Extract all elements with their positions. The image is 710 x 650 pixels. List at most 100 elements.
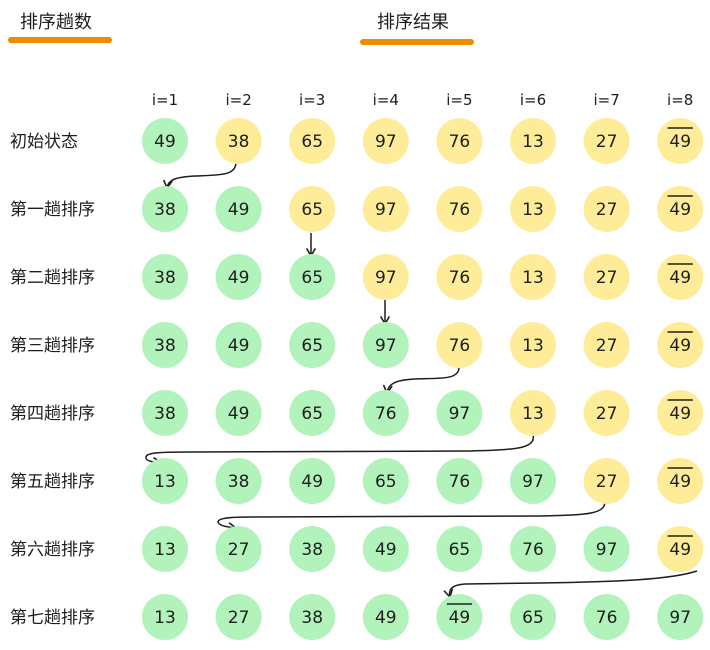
node-value: 76 <box>449 268 471 288</box>
node-value: 76 <box>449 200 471 220</box>
column-label: i=4 <box>373 91 399 109</box>
node-value: 49 <box>669 268 691 288</box>
value-node <box>142 254 188 300</box>
value-node <box>142 458 188 504</box>
node-value: 13 <box>154 472 176 492</box>
node-value: 49 <box>301 472 323 492</box>
node-value: 49 <box>228 404 250 424</box>
node-value: 27 <box>596 336 618 356</box>
value-node <box>362 526 409 572</box>
value-node <box>362 390 409 436</box>
node-value: 38 <box>228 132 250 152</box>
column-label: i=8 <box>667 91 693 109</box>
node-value: 49 <box>154 132 176 152</box>
value-node <box>510 390 556 436</box>
value-node <box>289 526 336 572</box>
sort-row: 第四趟排序 38 49 65 76 97 13 27 49 <box>10 390 704 436</box>
node-value: 97 <box>522 472 544 492</box>
value-node <box>215 322 262 368</box>
value-node <box>657 186 704 232</box>
value-node <box>657 254 704 300</box>
node-value: 49 <box>375 608 397 628</box>
move-arrows <box>145 161 698 598</box>
sort-row: 第二趟排序 38 49 65 97 76 13 27 49 <box>10 254 704 300</box>
value-node <box>215 186 262 232</box>
node-value: 13 <box>154 608 176 628</box>
value-node <box>215 594 262 640</box>
move-arrow <box>443 570 698 598</box>
value-node <box>362 322 409 368</box>
value-node <box>142 322 188 368</box>
node-value: 38 <box>154 404 176 424</box>
value-node <box>362 118 409 164</box>
value-node <box>583 118 630 164</box>
row-label: 初始状态 <box>10 132 78 152</box>
value-node <box>657 118 704 164</box>
sort-row: 第一趟排序 38 49 65 97 76 13 27 49 <box>10 186 704 232</box>
column-labels: i=1 i=2 i=3 i=4 i=5 i=6 i=7 i=8 <box>152 91 693 109</box>
value-node <box>436 390 483 436</box>
value-node <box>436 254 483 300</box>
value-node <box>289 254 336 300</box>
value-node <box>657 594 704 640</box>
node-value: 76 <box>449 472 471 492</box>
node-value: 49 <box>669 132 691 152</box>
value-node <box>436 594 483 640</box>
value-node <box>142 186 188 232</box>
column-label: i=1 <box>152 91 178 109</box>
value-node <box>583 526 630 572</box>
node-value: 97 <box>375 268 397 288</box>
node-value: 27 <box>596 132 618 152</box>
column-label: i=6 <box>520 91 546 109</box>
row-label: 第四趟排序 <box>10 404 95 424</box>
value-node <box>510 254 556 300</box>
value-node <box>510 526 556 572</box>
value-node <box>215 526 262 572</box>
value-node <box>436 458 483 504</box>
node-value: 38 <box>154 268 176 288</box>
value-node <box>510 458 556 504</box>
value-node <box>510 594 556 640</box>
value-node <box>436 526 483 572</box>
column-label: i=7 <box>593 91 619 109</box>
value-node <box>289 322 336 368</box>
node-value: 65 <box>375 472 397 492</box>
value-node <box>215 254 262 300</box>
row-label: 第一趟排序 <box>10 200 95 220</box>
node-value: 76 <box>375 404 397 424</box>
node-value: 65 <box>301 268 323 288</box>
node-value: 38 <box>154 200 176 220</box>
value-node <box>362 458 409 504</box>
value-node <box>583 322 630 368</box>
node-value: 49 <box>669 472 691 492</box>
node-value: 49 <box>449 608 471 628</box>
node-value: 65 <box>301 200 323 220</box>
node-value: 97 <box>375 200 397 220</box>
value-node <box>289 118 336 164</box>
node-value: 65 <box>301 404 323 424</box>
node-value: 38 <box>301 540 323 560</box>
node-value: 13 <box>522 200 544 220</box>
value-node <box>362 594 409 640</box>
node-value: 97 <box>669 608 691 628</box>
value-node <box>583 390 630 436</box>
value-node <box>510 186 556 232</box>
row-label: 第七趟排序 <box>10 608 95 628</box>
value-node <box>657 526 704 572</box>
value-node <box>583 458 630 504</box>
node-value: 65 <box>301 132 323 152</box>
value-node <box>289 458 336 504</box>
value-node <box>510 118 556 164</box>
move-arrow <box>383 367 460 394</box>
left-title: 排序趟数 <box>20 12 92 33</box>
node-value: 76 <box>449 336 471 356</box>
node-value: 49 <box>228 268 250 288</box>
sort-rows: 初始状态 49 38 65 97 76 13 27 49 第一趟排序 38 49 65 97 76 13 27 4… <box>10 118 704 640</box>
move-arrow <box>217 499 606 532</box>
row-label: 第六趟排序 <box>10 540 95 560</box>
node-value: 13 <box>154 540 176 560</box>
left-title-underline <box>8 37 112 43</box>
value-node <box>583 254 630 300</box>
node-value: 49 <box>669 540 691 560</box>
